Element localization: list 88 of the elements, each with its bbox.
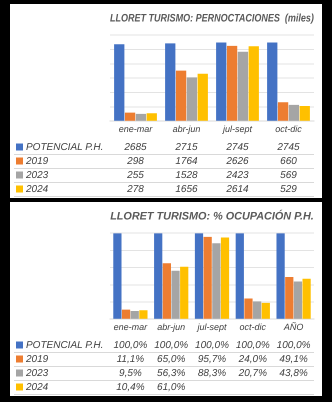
x-tick-label: ene-mar bbox=[114, 322, 148, 332]
data-label: 95,7% bbox=[198, 354, 226, 365]
data-label: 529 bbox=[280, 184, 298, 195]
bar bbox=[288, 104, 300, 121]
x-tick-label: ene-mar bbox=[118, 124, 154, 134]
data-label: 100,0% bbox=[113, 340, 148, 351]
bar bbox=[198, 74, 208, 121]
data-label: 100,0% bbox=[154, 340, 188, 351]
bar bbox=[122, 310, 130, 319]
bar bbox=[285, 276, 294, 319]
bar bbox=[238, 52, 248, 121]
bar bbox=[276, 233, 285, 319]
chart-title: LLORET TURISMO: % OCUPACIÓN P.H. bbox=[110, 210, 314, 223]
data-label: 2745 bbox=[276, 142, 300, 153]
data-label: 2614 bbox=[225, 184, 250, 195]
bar bbox=[302, 278, 311, 319]
data-label: 660 bbox=[280, 156, 298, 167]
data-label: 56,3% bbox=[157, 368, 186, 379]
data-label: 1528 bbox=[175, 170, 198, 181]
legend-label: 2019 bbox=[25, 156, 49, 167]
data-label: 20,7% bbox=[238, 368, 268, 379]
legend-label: 2024 bbox=[25, 184, 49, 195]
x-tick-label: oct-dic bbox=[240, 322, 267, 332]
data-label: 2626 bbox=[225, 156, 250, 167]
data-label: 11,1% bbox=[116, 354, 144, 365]
x-tick-label: oct-dic bbox=[275, 124, 302, 134]
x-tick-label: abr-jun bbox=[172, 124, 200, 134]
bar bbox=[253, 301, 262, 319]
bar bbox=[220, 238, 230, 319]
bar bbox=[139, 310, 148, 319]
data-label: 2745 bbox=[225, 142, 250, 153]
bar bbox=[236, 233, 244, 319]
x-tick-label: jul-sept bbox=[222, 124, 253, 134]
x-tick-label: abr-jun bbox=[157, 322, 186, 332]
data-label: 88,3% bbox=[198, 368, 226, 379]
legend-label: 2024 bbox=[25, 382, 49, 393]
bar bbox=[194, 233, 204, 319]
legend-label: 2023 bbox=[25, 368, 49, 379]
data-label: 278 bbox=[126, 184, 144, 195]
chart-title: LLORET TURISMO: PERNOCTACIONES (miles) bbox=[110, 12, 315, 25]
data-label: 61,0% bbox=[157, 382, 186, 393]
legend-label: 2023 bbox=[25, 170, 49, 181]
bar bbox=[248, 46, 259, 121]
legend-label: POTENCIAL P.H. bbox=[26, 340, 104, 351]
bar bbox=[262, 302, 270, 319]
legend-label: POTENCIAL P.H. bbox=[26, 142, 104, 153]
data-label: 9,5% bbox=[119, 368, 142, 379]
data-label: 65,0% bbox=[157, 354, 186, 365]
bar bbox=[180, 266, 188, 319]
data-label: 569 bbox=[280, 170, 298, 181]
bar bbox=[176, 70, 186, 121]
bar bbox=[171, 270, 180, 319]
data-label: 255 bbox=[126, 170, 144, 181]
bar bbox=[212, 243, 220, 319]
bar bbox=[114, 44, 124, 121]
data-label: 2685 bbox=[123, 142, 148, 153]
data-label: 100,0% bbox=[276, 340, 311, 351]
data-label: 2423 bbox=[225, 170, 250, 181]
x-tick-label: AÑO bbox=[282, 322, 304, 332]
data-label: 2715 bbox=[174, 142, 198, 153]
data-label: 43,8% bbox=[279, 368, 308, 379]
data-label: 49,1% bbox=[279, 354, 308, 365]
bar bbox=[278, 102, 288, 121]
bar bbox=[216, 42, 226, 121]
bar bbox=[294, 282, 302, 319]
bar bbox=[186, 77, 198, 121]
bar bbox=[165, 43, 176, 121]
bar bbox=[300, 106, 310, 121]
bar bbox=[267, 42, 278, 121]
data-label: 24,0% bbox=[238, 354, 268, 365]
bar bbox=[130, 311, 139, 319]
data-label: 100,0% bbox=[236, 340, 270, 351]
bar bbox=[146, 113, 157, 121]
bar bbox=[162, 263, 171, 319]
bar bbox=[124, 112, 136, 121]
data-label: 1656 bbox=[175, 184, 198, 195]
data-label: 10,4% bbox=[116, 382, 145, 393]
data-label: 1764 bbox=[175, 156, 198, 167]
bar bbox=[154, 233, 162, 319]
bar bbox=[113, 233, 122, 319]
bar bbox=[136, 114, 146, 121]
legend-label: 2019 bbox=[25, 354, 49, 365]
bar bbox=[204, 236, 212, 319]
bar bbox=[244, 298, 253, 319]
data-label: 100,0% bbox=[195, 340, 230, 351]
x-tick-label: jul-sept bbox=[196, 322, 228, 332]
data-label: 298 bbox=[126, 156, 144, 167]
bar bbox=[226, 46, 238, 121]
